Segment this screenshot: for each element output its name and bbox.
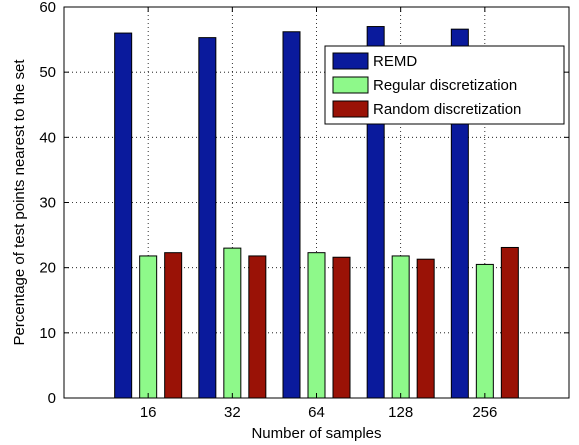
y-tick-label: 60 [39,0,56,16]
x-tick-label: 16 [140,404,157,421]
x-tick-label: 64 [308,404,325,421]
x-tick-label: 128 [388,404,413,421]
bar-regular-discretization-32 [223,247,242,399]
bar-random-discretization-64 [332,256,351,399]
legend-label: Regular discretization [373,77,517,94]
x-tick-label: 256 [472,404,497,421]
bar-remd-16 [114,32,133,399]
y-tick-label: 20 [39,260,56,277]
bar-random-discretization-128 [416,258,435,399]
legend-swatch-remd [332,52,369,70]
x-tick-label: 32 [224,404,241,421]
bar-regular-discretization-256 [475,263,494,399]
bar-regular-discretization-64 [307,252,326,399]
bar-random-discretization-32 [248,255,267,399]
bar-remd-64 [282,31,301,399]
legend-label: Random discretization [373,101,521,118]
bar-random-discretization-16 [164,252,183,399]
bar-regular-discretization-16 [139,255,158,399]
legend-swatch-regular-discretization [332,76,369,94]
legend-label: REMD [373,53,417,70]
legend: REMD Regular discretization Random discret… [324,45,565,125]
x-axis-label: Number of samples [251,425,381,442]
y-tick-label: 40 [39,129,56,146]
y-axis-label: Percentage of test points nearest to the… [11,59,28,346]
y-tick-label: 10 [39,325,56,342]
y-tick-label: 30 [39,195,56,212]
legend-swatch-random-discretization [332,100,369,118]
axis-ticks: 0 10 20 30 40 50 60 16 32 64 128 256 [39,0,569,421]
bar-regular-discretization-128 [391,255,410,399]
legend-items: REMD Regular discretization Random discret… [332,52,521,118]
bar-random-discretization-256 [500,246,519,399]
y-tick-label: 0 [48,390,56,407]
bar-remd-32 [198,37,217,399]
y-tick-label: 50 [39,64,56,81]
